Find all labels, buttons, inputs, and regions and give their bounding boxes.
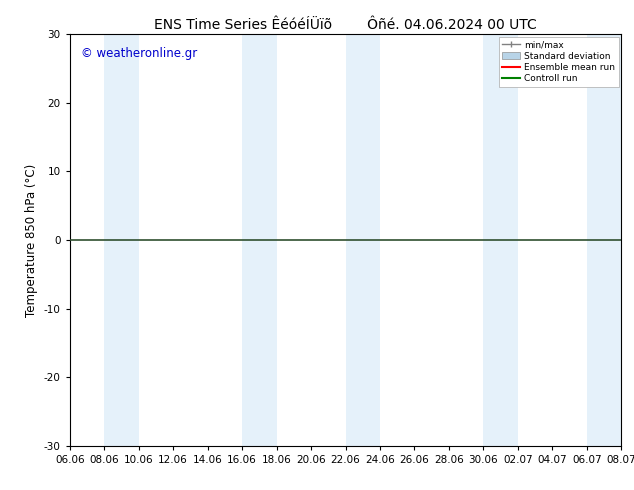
Bar — [346, 34, 380, 446]
Bar — [587, 34, 621, 446]
Text: © weatheronline.gr: © weatheronline.gr — [81, 47, 197, 60]
Y-axis label: Temperature 850 hPa (°C): Temperature 850 hPa (°C) — [25, 164, 38, 317]
Bar — [242, 34, 276, 446]
Bar — [104, 34, 139, 446]
Bar — [483, 34, 518, 446]
Title: ENS Time Series ÊéóéÍÜïõ        Ôñé. 04.06.2024 00 UTC: ENS Time Series ÊéóéÍÜïõ Ôñé. 04.06.2024… — [154, 18, 537, 32]
Legend: min/max, Standard deviation, Ensemble mean run, Controll run: min/max, Standard deviation, Ensemble me… — [499, 37, 619, 87]
